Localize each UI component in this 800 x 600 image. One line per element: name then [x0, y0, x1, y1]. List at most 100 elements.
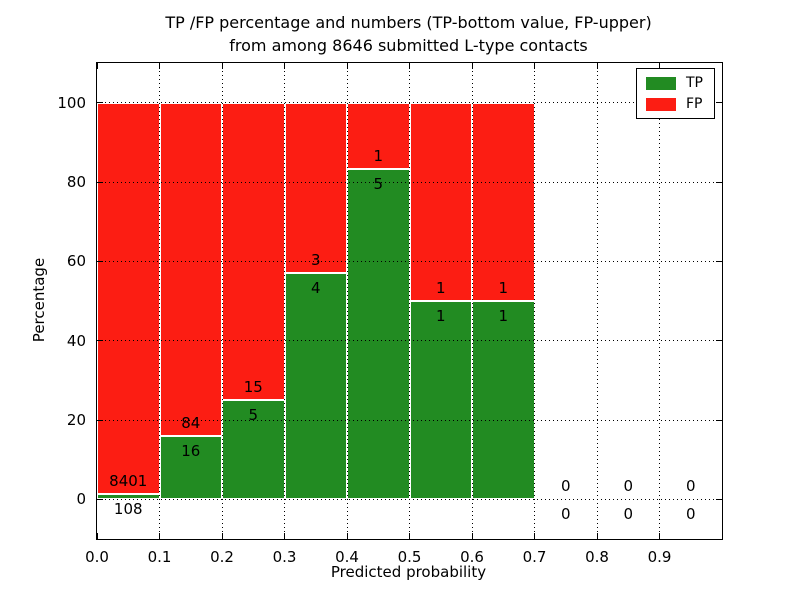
x-tick-label: 0.6 [460, 548, 484, 566]
chart-title-line2: from among 8646 submitted L-type contact… [229, 36, 588, 55]
legend-item-tp: TP [646, 76, 703, 90]
legend-label-fp: FP [686, 96, 703, 112]
tp-count-label: 16 [181, 441, 201, 460]
x-tick-label: 0.7 [522, 548, 547, 566]
fp-bar-segment [284, 102, 347, 273]
x-tick-label: 0.2 [210, 548, 234, 566]
gridline-vertical [221, 63, 223, 539]
tp-count-label: 5 [248, 406, 259, 425]
fp-count-label: 1 [373, 146, 384, 165]
tp-count-label: 108 [113, 500, 143, 519]
y-tick-label: 60 [66, 252, 86, 271]
fp-count-label: 15 [243, 378, 263, 397]
x-tick-bottom [409, 533, 410, 539]
tp-count-label: 1 [498, 307, 509, 325]
x-tick-bottom [659, 533, 660, 539]
tp-count-label: 4 [310, 278, 321, 297]
gridline-vertical [346, 63, 348, 539]
y-tick-right [716, 419, 722, 421]
fp-count-label: 1 [435, 279, 446, 297]
y-tick-right [716, 260, 722, 262]
y-tick-label: 100 [57, 93, 86, 112]
x-tick-top [534, 63, 535, 69]
y-tick-right [716, 340, 722, 342]
fp-count-label: 8401 [109, 472, 148, 491]
tp-bar-segment [472, 301, 535, 500]
y-tick-label: 80 [66, 173, 86, 191]
tp-count-label: 5 [373, 174, 384, 193]
fp-color-swatch-icon [646, 97, 676, 111]
x-tick-bottom [221, 533, 223, 539]
x-tick-label: 0.1 [147, 548, 172, 566]
x-tick-top [221, 63, 223, 69]
y-tick-right [716, 102, 722, 104]
gridline-vertical [159, 63, 160, 539]
fp-count-label: 84 [181, 413, 201, 432]
tp-count-label: 0 [623, 505, 634, 524]
y-tick-left [97, 419, 103, 421]
tp-count-label: 0 [685, 505, 696, 524]
legend-item-fp: FP [646, 97, 703, 111]
tp-count-label: 1 [435, 307, 446, 325]
x-tick-top [596, 63, 598, 69]
plot-area: TP FP 0.0 0.1 0.2 0.3 0.4 0.5 0.6 0.7 0.8 0.9 0 20 4… [57, 62, 723, 566]
y-tick-left [97, 260, 103, 262]
tp-bar-segment [409, 301, 472, 500]
x-tick-bottom [96, 533, 98, 539]
x-tick-label: 0.4 [335, 548, 359, 566]
x-tick-bottom [471, 533, 473, 539]
y-tick-left [97, 498, 103, 500]
x-tick-bottom [534, 533, 535, 539]
fp-count-label: 0 [560, 477, 571, 496]
gridline-vertical [409, 63, 410, 539]
gridline-vertical [471, 63, 473, 539]
fp-count-label: 1 [498, 279, 509, 297]
x-tick-top [409, 63, 410, 69]
y-tick-left [97, 340, 103, 342]
fp-count-label: 3 [310, 250, 321, 269]
x-tick-top [159, 63, 160, 69]
y-tick-left [97, 102, 103, 104]
x-tick-bottom [346, 533, 348, 539]
fp-bar-segment [97, 102, 160, 495]
chart-title-line1: TP /FP percentage and numbers (TP-bottom… [165, 13, 652, 32]
x-tick-bottom [159, 533, 160, 539]
x-tick-label: 0.8 [585, 548, 609, 566]
x-tick-bottom [284, 533, 285, 539]
x-tick-bottom [596, 533, 598, 539]
y-tick-right [716, 181, 722, 183]
y-axis-label: Percentage [30, 257, 48, 343]
fp-bar-segment [159, 102, 222, 436]
gridline-vertical [284, 63, 285, 539]
legend: TP FP [636, 68, 715, 119]
x-tick-label: 0.5 [397, 548, 422, 566]
tp-bar-segment [347, 168, 410, 500]
y-tick-label: 20 [66, 411, 86, 429]
fp-bar-segment [472, 102, 535, 301]
fp-count-label: 0 [685, 477, 696, 496]
gridline-vertical [596, 63, 598, 539]
gridline-vertical [659, 63, 660, 539]
tp-bar-segment [284, 272, 347, 500]
chart-title: TP /FP percentage and numbers (TP-bottom… [96, 11, 721, 57]
x-tick-label: 0.0 [85, 548, 109, 566]
tp-count-label: 0 [560, 505, 571, 524]
y-tick-right [716, 498, 722, 500]
gridline-vertical [534, 63, 535, 539]
y-tick-label: 0 [76, 490, 86, 509]
x-axis-label: Predicted probability [330, 563, 487, 581]
x-tick-top [284, 63, 285, 69]
fp-bar-segment [222, 102, 285, 401]
tp-color-swatch-icon [646, 76, 676, 90]
fp-bar-segment [409, 102, 472, 301]
fp-count-label: 0 [623, 477, 634, 496]
legend-label-tp: TP [686, 75, 703, 91]
y-tick-label: 40 [66, 331, 86, 350]
x-tick-label: 0.3 [272, 548, 297, 566]
x-tick-top [96, 63, 98, 69]
x-tick-label: 0.9 [647, 548, 672, 566]
y-tick-left [97, 181, 103, 183]
x-tick-top [346, 63, 348, 69]
x-tick-top [659, 63, 660, 69]
